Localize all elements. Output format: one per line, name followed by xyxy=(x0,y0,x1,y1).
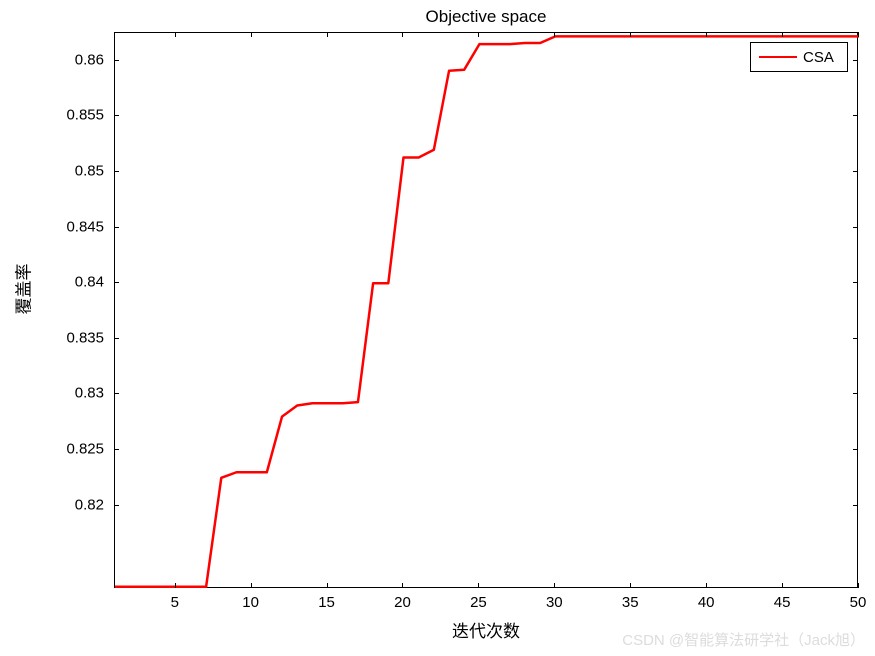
x-tick-label: 40 xyxy=(698,594,715,611)
y-tick-mark xyxy=(114,115,119,116)
x-tick-mark xyxy=(706,583,707,588)
x-tick-label: 15 xyxy=(318,594,335,611)
y-tick-mark xyxy=(853,227,858,228)
x-tick-mark xyxy=(782,583,783,588)
y-tick-mark xyxy=(853,449,858,450)
x-tick-mark xyxy=(858,32,859,37)
chart-container: Objective space 覆盖率 迭代次数 CSA CSDN @智能算法研… xyxy=(0,0,875,656)
y-tick-mark xyxy=(853,171,858,172)
y-tick-label: 0.86 xyxy=(54,51,104,68)
x-tick-label: 20 xyxy=(394,594,411,611)
x-tick-mark xyxy=(554,32,555,37)
watermark: CSDN @智能算法研学社（Jack旭） xyxy=(622,629,865,650)
x-tick-label: 50 xyxy=(850,594,867,611)
x-tick-mark xyxy=(478,32,479,37)
y-tick-label: 0.825 xyxy=(54,441,104,458)
legend-label-csa: CSA xyxy=(803,49,834,66)
x-tick-mark xyxy=(327,32,328,37)
y-tick-label: 0.82 xyxy=(54,496,104,513)
y-tick-mark xyxy=(114,60,119,61)
x-tick-mark xyxy=(251,583,252,588)
y-tick-mark xyxy=(114,393,119,394)
y-tick-mark xyxy=(853,282,858,283)
y-tick-label: 0.85 xyxy=(54,163,104,180)
x-tick-mark xyxy=(554,583,555,588)
x-tick-label: 10 xyxy=(242,594,259,611)
x-tick-label: 45 xyxy=(774,594,791,611)
y-tick-mark xyxy=(114,505,119,506)
x-tick-mark xyxy=(402,32,403,37)
y-tick-mark xyxy=(114,449,119,450)
x-tick-mark xyxy=(251,32,252,37)
y-tick-mark xyxy=(853,115,858,116)
x-tick-label: 35 xyxy=(622,594,639,611)
x-tick-mark xyxy=(175,583,176,588)
y-tick-label: 0.845 xyxy=(54,218,104,235)
x-tick-label: 5 xyxy=(171,594,179,611)
x-tick-mark xyxy=(175,32,176,37)
plot-area xyxy=(114,32,858,588)
y-tick-mark xyxy=(114,171,119,172)
x-tick-mark xyxy=(706,32,707,37)
y-tick-mark xyxy=(114,338,119,339)
series-line-csa xyxy=(115,33,859,589)
x-tick-label: 25 xyxy=(470,594,487,611)
csa-polyline xyxy=(115,36,859,586)
x-tick-mark xyxy=(327,583,328,588)
x-tick-mark xyxy=(630,32,631,37)
y-tick-mark xyxy=(114,282,119,283)
x-tick-mark xyxy=(858,583,859,588)
y-tick-mark xyxy=(853,393,858,394)
x-tick-mark xyxy=(630,583,631,588)
y-tick-label: 0.835 xyxy=(54,329,104,346)
y-tick-label: 0.855 xyxy=(54,107,104,124)
y-tick-mark xyxy=(114,227,119,228)
chart-title: Objective space xyxy=(114,7,858,27)
x-tick-mark xyxy=(402,583,403,588)
y-tick-label: 0.83 xyxy=(54,385,104,402)
x-tick-mark xyxy=(782,32,783,37)
y-tick-label: 0.84 xyxy=(54,274,104,291)
x-tick-mark xyxy=(478,583,479,588)
x-tick-label: 30 xyxy=(546,594,563,611)
y-tick-mark xyxy=(853,60,858,61)
y-tick-mark xyxy=(853,505,858,506)
y-tick-mark xyxy=(853,338,858,339)
legend: CSA xyxy=(750,42,848,72)
legend-line-csa xyxy=(759,56,797,58)
